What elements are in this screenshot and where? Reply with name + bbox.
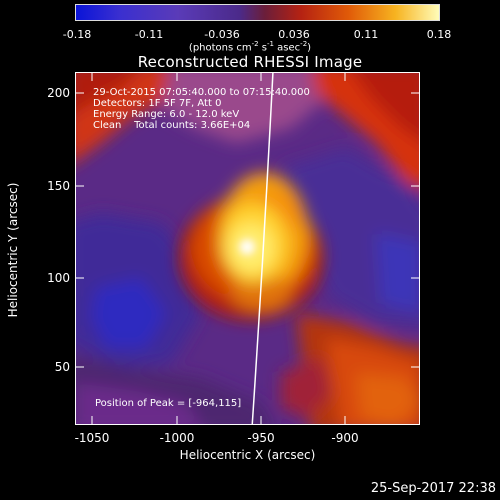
y-tick-label: 150 — [47, 179, 70, 193]
image-heatmap — [76, 73, 419, 424]
peak-position-label: Position of Peak = [-964,115] — [95, 398, 242, 409]
colorbar — [75, 4, 440, 21]
y-axis-label: Heliocentric Y (arcsec) — [6, 182, 20, 318]
x-tick-label: -950 — [247, 431, 275, 445]
info-detectors: Detectors: 1F 5F 7F, Att 0 — [93, 98, 222, 109]
plot-title: Reconstructed RHESSI Image — [137, 53, 363, 71]
colorbar-tick-label: -0.11 — [134, 28, 164, 41]
x-axis-label: Heliocentric X (arcsec) — [179, 448, 316, 462]
x-tick-label: -1000 — [159, 431, 195, 445]
y-tick-label: 100 — [47, 271, 70, 285]
colorbar-tick-label: 0.18 — [426, 28, 452, 41]
x-tick-label: -900 — [331, 431, 359, 445]
x-tick-label: -1050 — [74, 431, 110, 445]
y-tick-label: 50 — [54, 360, 70, 374]
info-energy-range: Energy Range: 6.0 - 12.0 keV — [93, 109, 240, 120]
colorbar-tick-label: -0.036 — [204, 28, 240, 41]
timestamp: 25-Sep-2017 22:38 — [370, 481, 496, 496]
rhessi-image: 29-Oct-2015 07:05:40.000 to 07:15:40.000… — [75, 72, 420, 425]
info-clean-counts: Clean Total counts: 3.66E+04 — [93, 120, 251, 131]
colorbar-units-label: (photons cm-2 s-1 asec-2) — [188, 40, 312, 54]
colorbar-tick-label: -0.18 — [62, 28, 92, 41]
colorbar-tick-label: 0.036 — [278, 28, 310, 41]
limb-line — [251, 73, 274, 424]
y-tick-label: 200 — [47, 86, 70, 100]
info-time-range: 29-Oct-2015 07:05:40.000 to 07:15:40.000 — [93, 87, 310, 98]
colorbar-tick-label: 0.11 — [353, 28, 379, 41]
